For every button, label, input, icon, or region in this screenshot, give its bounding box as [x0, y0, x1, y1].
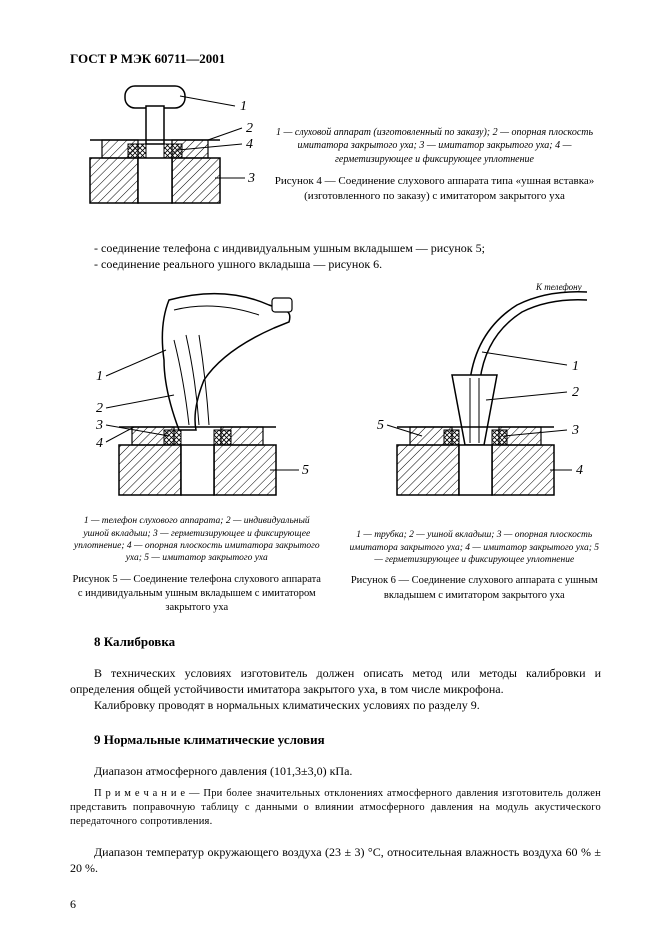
page-number: 6 — [70, 896, 76, 912]
svg-text:1: 1 — [572, 359, 579, 374]
page: ГОСТ Р МЭК 60711—2001 — [0, 0, 661, 936]
figure-5-column: 1 2 3 4 5 1 — телефон слухового аппарата… — [70, 280, 324, 615]
section-8-p2: Калибровку проводят в нормальных климати… — [70, 697, 601, 713]
section-9-title: 9 Нормальные климатические условия — [70, 731, 601, 749]
svg-text:4: 4 — [96, 436, 103, 451]
figure-4-legend-caption: 1 — слуховой аппарат (изготовленный по з… — [260, 78, 601, 204]
svg-text:1: 1 — [96, 369, 103, 384]
section-9-p2: Диапазон температур окружающего воздуха … — [70, 844, 601, 876]
figure-6-legend: 1 — трубка; 2 — ушной вкладыш; 3 — опорн… — [348, 529, 602, 566]
figure-6-to-telephone-label: К телефону — [535, 282, 582, 292]
svg-text:2: 2 — [96, 401, 103, 416]
figure-4-block: 1 2 4 3 1 — слуховой аппарат (изготовлен… — [70, 78, 601, 222]
figure-6-drawing: К телефону — [352, 280, 597, 505]
svg-text:3: 3 — [571, 423, 579, 438]
section-8-p1: В технических условиях изготовитель долж… — [70, 665, 601, 697]
fig4-label-2: 2 — [246, 121, 253, 136]
figure-5-caption: Рисунок 5 — Соединение телефона слуховог… — [70, 573, 324, 616]
figure-6-column: К телефону — [348, 280, 602, 615]
document-header: ГОСТ Р МЭК 60711—2001 — [70, 50, 601, 68]
svg-text:5: 5 — [377, 418, 384, 433]
figure-5-legend: 1 — телефон слухового аппарата; 2 — инди… — [70, 515, 324, 564]
bullet-2: - соединение реального ушного вкладыша —… — [70, 256, 601, 272]
figure-4-drawing: 1 2 4 3 — [70, 78, 260, 222]
section-9-note: П р и м е ч а н и е — При более значител… — [70, 787, 601, 830]
bullet-1: - соединение телефона с индивидуальным у… — [70, 240, 601, 256]
section-9-p1: Диапазон атмосферного давления (101,3±3,… — [70, 763, 601, 779]
fig4-label-4: 4 — [246, 137, 253, 152]
figures-5-6-row: 1 2 3 4 5 1 — телефон слухового аппарата… — [70, 280, 601, 615]
svg-text:5: 5 — [302, 463, 309, 478]
section-8-title: 8 Калибровка — [70, 633, 601, 651]
figure-5-drawing: 1 2 3 4 5 — [74, 280, 319, 505]
figure-6-caption: Рисунок 6 — Соединение слухового аппарат… — [348, 574, 602, 602]
svg-text:3: 3 — [95, 418, 103, 433]
svg-text:2: 2 — [572, 385, 579, 400]
fig4-label-3: 3 — [247, 171, 255, 186]
figure-4-legend: 1 — слуховой аппарат (изготовленный по з… — [268, 126, 601, 167]
svg-text:4: 4 — [576, 463, 583, 478]
figure-4-caption: Рисунок 4 — Соединение слухового аппарат… — [268, 174, 601, 204]
fig4-label-1: 1 — [240, 99, 247, 114]
